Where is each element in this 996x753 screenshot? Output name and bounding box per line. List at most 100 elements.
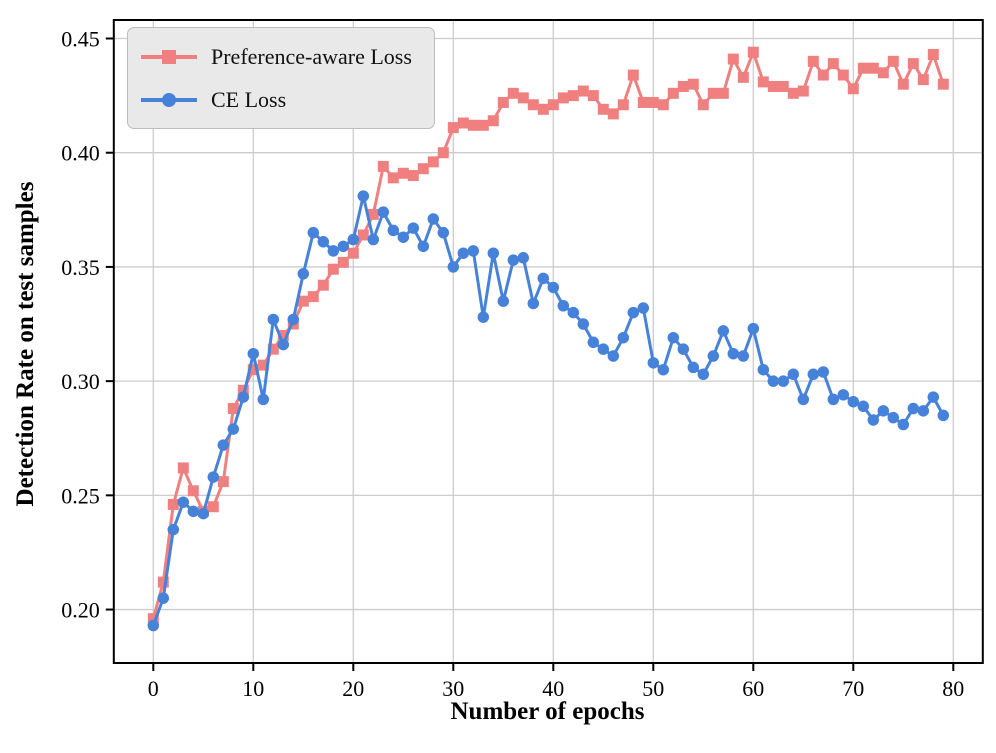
- square-marker-icon: [347, 247, 359, 259]
- plot-border: [112, 19, 984, 664]
- square-marker-icon: [162, 49, 176, 64]
- square-marker-icon: [297, 295, 309, 307]
- circle-marker-icon: [447, 261, 460, 273]
- circle-marker-icon: [857, 400, 870, 413]
- circle-marker-icon: [617, 331, 630, 344]
- series-line-ce-loss: [151, 194, 945, 627]
- circle-marker-icon: [627, 306, 640, 319]
- legend: Preference-aware Loss CE Loss: [127, 27, 435, 129]
- square-marker-icon: [567, 90, 579, 102]
- square-marker-icon: [657, 99, 669, 111]
- square-marker-icon: [167, 498, 179, 510]
- circle-marker-icon: [237, 391, 250, 403]
- y-tick-label: 0.25: [61, 483, 100, 508]
- square-marker-icon: [227, 403, 239, 415]
- circle-marker-icon: [837, 389, 850, 401]
- square-marker-icon: [417, 163, 429, 175]
- circle-marker-icon: [337, 240, 350, 253]
- circle-marker-icon: [317, 236, 330, 248]
- square-marker-icon: [887, 55, 899, 67]
- square-marker-icon: [757, 76, 769, 88]
- circle-marker-icon: [757, 363, 770, 376]
- circle-marker-icon: [167, 523, 180, 536]
- circle-marker-icon: [667, 331, 680, 344]
- circle-marker-icon: [327, 245, 340, 257]
- circle-marker-icon: [277, 338, 290, 351]
- square-marker-icon: [787, 87, 799, 99]
- square-marker-icon: [737, 71, 749, 83]
- square-marker-icon: [427, 156, 439, 168]
- x-tick-label: 70: [842, 676, 864, 701]
- circle-marker-icon: [467, 245, 480, 257]
- circle-marker-icon: [587, 336, 600, 349]
- square-marker-icon: [477, 119, 489, 131]
- x-tick-label: 60: [742, 676, 764, 701]
- square-marker-icon: [407, 170, 419, 182]
- square-marker-icon: [647, 96, 659, 108]
- circle-marker-icon: [157, 592, 170, 604]
- circle-marker-icon: [867, 414, 880, 426]
- square-marker-icon: [187, 485, 199, 497]
- circle-marker-icon: [187, 505, 200, 518]
- square-marker-icon: [437, 147, 449, 159]
- x-axis-label: Number of epochs: [450, 698, 645, 725]
- circle-marker-icon: [637, 302, 650, 314]
- legend-swatch-preference-aware-loss: [141, 49, 197, 65]
- square-marker-icon: [907, 58, 919, 70]
- circle-marker-icon: [397, 231, 410, 243]
- y-axis-label: Detection Rate on test samples: [12, 181, 39, 507]
- square-marker-icon: [707, 87, 719, 99]
- square-marker-icon: [617, 99, 629, 111]
- circle-marker-icon: [497, 295, 510, 307]
- square-marker-icon: [537, 103, 549, 115]
- circle-marker-icon: [897, 418, 910, 431]
- circle-marker-icon: [917, 405, 930, 417]
- circle-marker-icon: [437, 226, 450, 239]
- square-marker-icon: [317, 279, 329, 291]
- x-tick-label: 10: [242, 676, 264, 701]
- x-tick-label: 0: [148, 676, 159, 701]
- circle-marker-icon: [557, 300, 570, 312]
- circle-marker-icon: [227, 423, 240, 435]
- circle-marker-icon: [777, 375, 790, 387]
- circle-marker-icon: [607, 350, 620, 362]
- square-marker-icon: [497, 96, 509, 108]
- x-tick-label: 40: [542, 676, 564, 701]
- square-marker-icon: [387, 172, 399, 184]
- square-marker-icon: [697, 99, 709, 111]
- legend-label-ce-loss: CE Loss: [211, 86, 287, 112]
- circle-marker-icon: [677, 343, 690, 355]
- circle-marker-icon: [377, 206, 390, 218]
- square-marker-icon: [837, 69, 849, 81]
- square-marker-icon: [667, 87, 679, 99]
- circle-marker-icon: [847, 395, 860, 408]
- circle-marker-icon: [567, 306, 580, 319]
- square-marker-icon: [797, 85, 809, 97]
- square-marker-icon: [487, 115, 499, 127]
- square-marker-icon: [157, 576, 169, 588]
- circle-marker-icon: [577, 318, 590, 330]
- circle-marker-icon: [367, 233, 380, 246]
- circle-marker-icon: [357, 190, 370, 202]
- square-marker-icon: [457, 117, 469, 129]
- circle-marker-icon: [162, 92, 176, 107]
- square-marker-icon: [807, 55, 819, 67]
- square-marker-icon: [827, 58, 839, 70]
- circle-marker-icon: [267, 313, 280, 326]
- circle-marker-icon: [597, 343, 610, 355]
- square-marker-icon: [207, 501, 219, 513]
- square-marker-icon: [337, 256, 349, 268]
- y-tick-label: 0.35: [61, 255, 100, 280]
- square-marker-icon: [717, 87, 729, 99]
- circle-marker-icon: [747, 322, 760, 335]
- circle-marker-icon: [717, 325, 730, 337]
- x-tick-label: 20: [342, 676, 364, 701]
- square-marker-icon: [217, 476, 229, 488]
- legend-label-preference-aware-loss: Preference-aware Loss: [211, 43, 412, 69]
- circle-marker-icon: [387, 224, 400, 237]
- circle-marker-icon: [807, 368, 820, 381]
- square-marker-icon: [147, 613, 159, 625]
- circle-marker-icon: [887, 411, 900, 424]
- square-marker-icon: [877, 67, 889, 79]
